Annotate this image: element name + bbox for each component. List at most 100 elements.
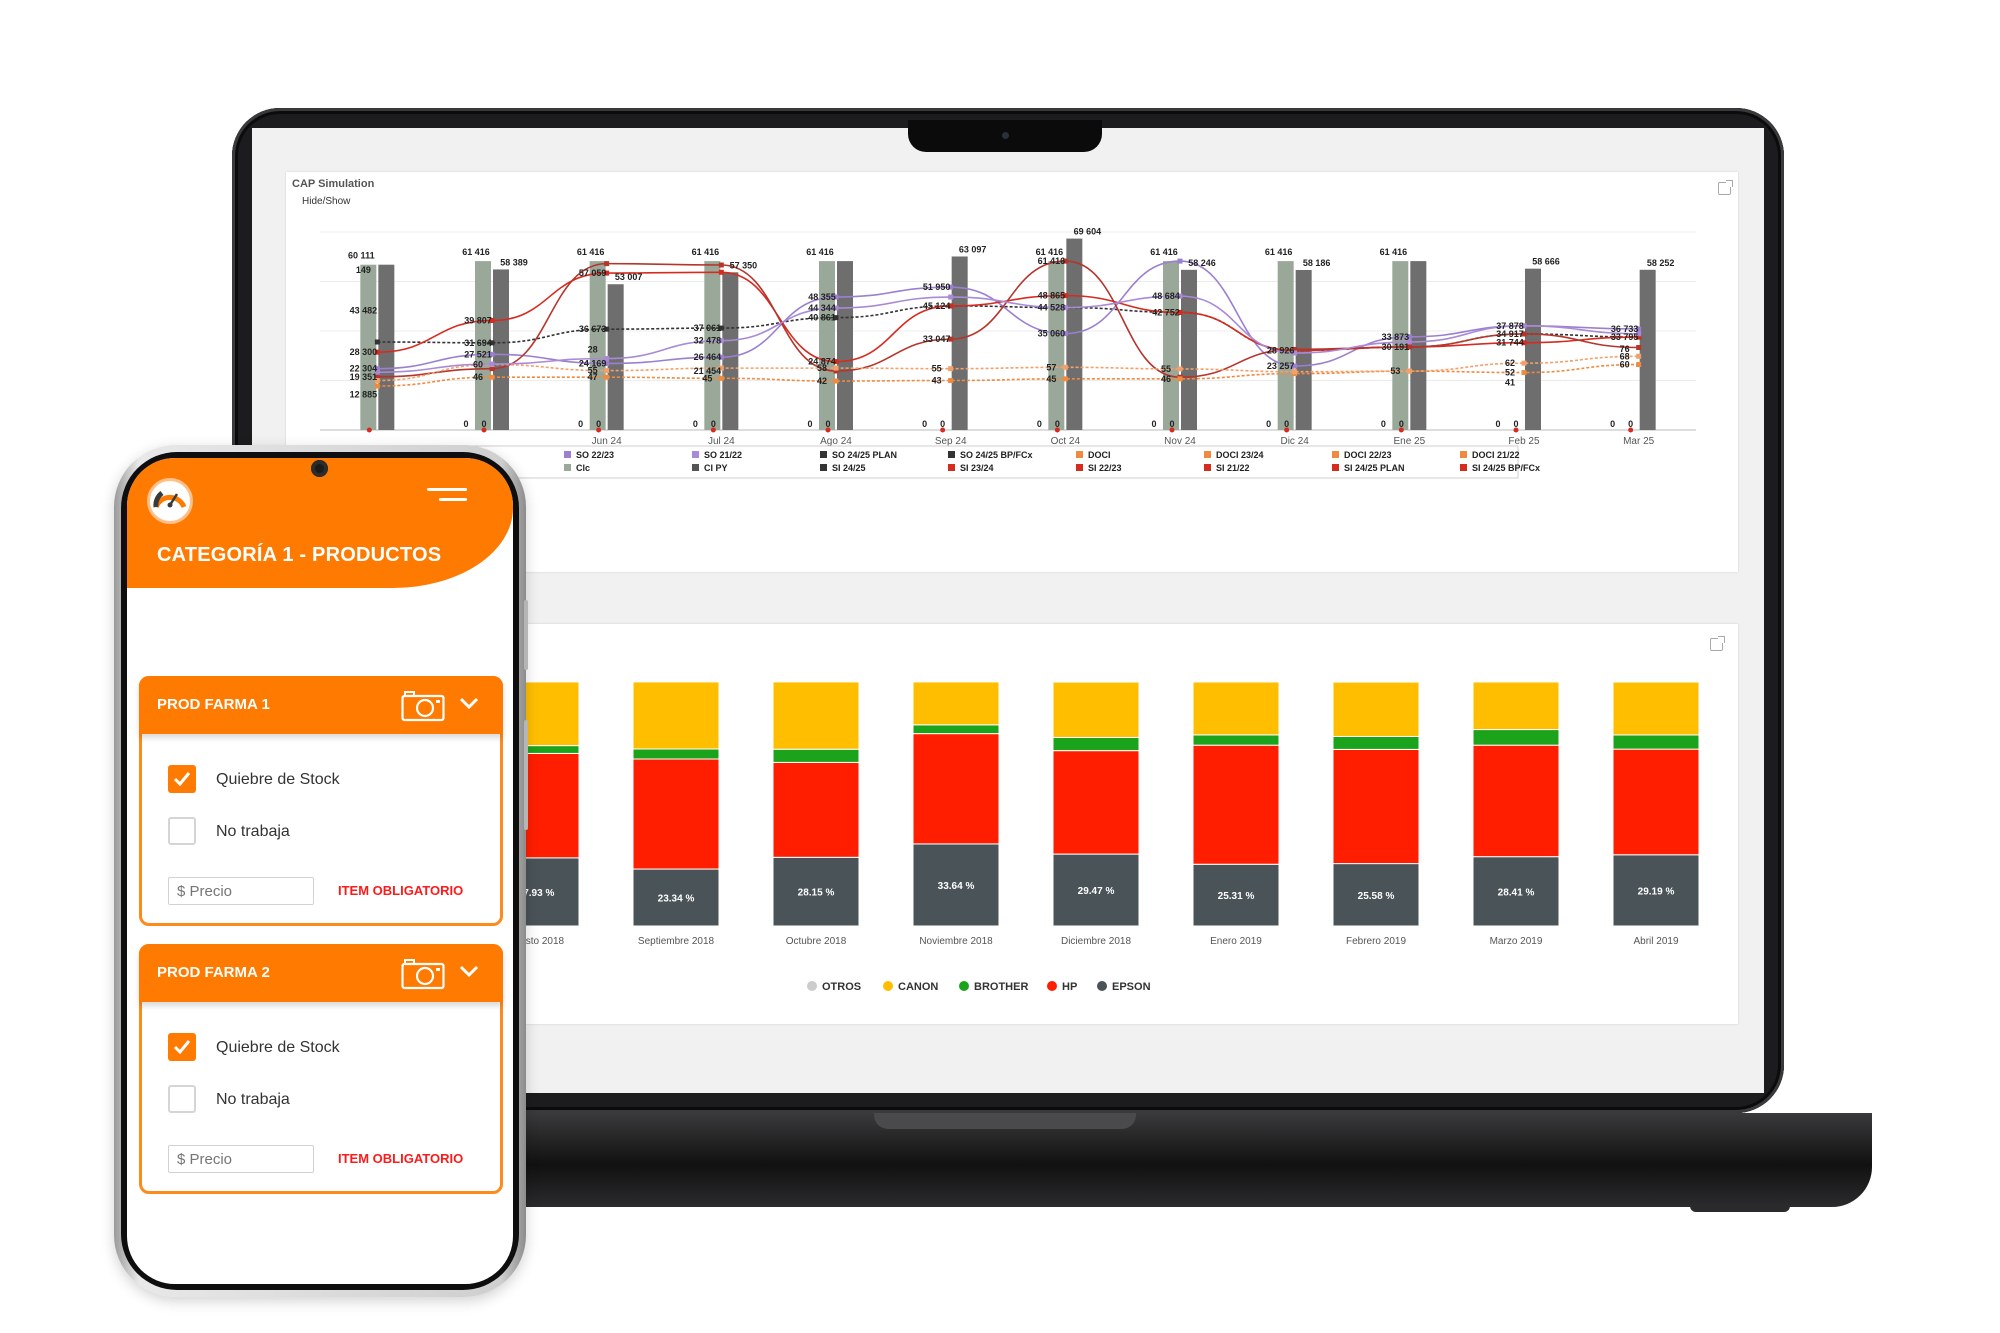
data-label: 43 482 [350, 305, 378, 315]
data-label: 21 454 [694, 366, 722, 376]
checkbox-unchecked[interactable] [168, 1085, 196, 1113]
camera-icon [1002, 132, 1009, 139]
x-tick-label: Dic 24 [1280, 436, 1309, 447]
bar-clc [819, 261, 835, 430]
series-point [833, 359, 839, 365]
external-link-icon[interactable] [1718, 180, 1733, 195]
product-card: PROD FARMA 2 Quiebre de Stock No trabaja… [139, 944, 503, 1194]
product-card-header[interactable]: PROD FARMA 2 [139, 944, 503, 1002]
bar-clc [1163, 261, 1179, 430]
legend-marker [692, 464, 699, 471]
series-point [1636, 331, 1642, 337]
stacked-bar-segment [632, 758, 720, 870]
legend-label: SI 24/25 PLAN [1344, 463, 1405, 473]
price-input[interactable] [168, 877, 314, 905]
series-point [833, 315, 839, 321]
stacked-bar-segment [912, 681, 1000, 726]
legend-label: SO 24/25 BP/FCx [960, 450, 1033, 460]
legend-marker [1076, 451, 1083, 458]
checkbox-checked[interactable] [168, 1033, 196, 1061]
bar-ci-py [837, 261, 853, 430]
bar-ci-py [1525, 268, 1541, 430]
data-label: 45 [702, 373, 712, 383]
legend-label: SI 23/24 [960, 463, 994, 473]
checkbox-checked[interactable] [168, 765, 196, 793]
data-label: 40 861 [808, 313, 836, 323]
x-tick-label: Febrero 2019 [1346, 936, 1406, 947]
checkbox-unchecked[interactable] [168, 817, 196, 845]
data-label: 28 [588, 345, 598, 355]
x-tick-label: Jun 24 [592, 436, 622, 447]
legend-label: EPSON [1112, 981, 1151, 993]
panel-title: CAP Simulation [292, 178, 375, 190]
series-point [948, 366, 954, 372]
hamburger-menu-icon[interactable] [427, 488, 467, 510]
zero-label: 0 [1381, 419, 1386, 429]
data-label: 37 061 [694, 323, 722, 333]
hide-show-toggle[interactable]: Hide/Show [302, 196, 351, 207]
legend-label: SI 22/23 [1088, 463, 1122, 473]
data-label: 33.64 % [938, 881, 975, 892]
bar-clc [704, 261, 721, 430]
bar-label: 57 350 [730, 260, 758, 270]
zero-label: 0 [1284, 419, 1289, 429]
camera-icon[interactable] [401, 958, 445, 990]
chevron-down-icon[interactable] [459, 696, 479, 710]
zero-label: 0 [940, 419, 945, 429]
series-point [1177, 258, 1183, 264]
legend-marker [1332, 451, 1339, 458]
stacked-bar-segment [1332, 735, 1420, 750]
x-tick-label: Diciembre 2018 [1061, 936, 1131, 947]
gauge-logo-icon [147, 478, 193, 524]
data-label: 23 257 [1267, 361, 1295, 371]
bar-label: 61 416 [1380, 247, 1408, 257]
series-line [377, 260, 1639, 370]
legend-label: DOCI 23/24 [1216, 450, 1264, 460]
data-label: 29.47 % [1078, 886, 1115, 897]
zero-label: 0 [596, 419, 601, 429]
stacked-bar-segment [912, 733, 1000, 845]
series-point [1521, 360, 1527, 366]
x-tick-label: Oct 24 [1051, 436, 1081, 447]
legend-label: DOCI 22/23 [1344, 450, 1392, 460]
data-label: 60 [1620, 360, 1630, 370]
legend-marker [564, 464, 571, 471]
stacked-bar-segment [632, 748, 720, 760]
chevron-down-icon[interactable] [459, 964, 479, 978]
zero-label: 0 [1037, 419, 1042, 429]
data-label: 25.58 % [1358, 891, 1395, 902]
data-label: 42 752 [1152, 307, 1180, 317]
option-label: Quiebre de Stock [216, 771, 340, 788]
series-point [489, 340, 495, 346]
series-point [1062, 258, 1068, 264]
series-point [1636, 345, 1642, 350]
legend-marker [1097, 981, 1107, 991]
price-input[interactable] [168, 1145, 314, 1173]
legend-label: SO 21/22 [704, 450, 742, 460]
series-point [1636, 353, 1642, 359]
stacked-bar-segment [772, 856, 860, 927]
legend-marker [820, 451, 827, 458]
data-label: 55 [932, 364, 942, 374]
data-label: 33 047 [923, 334, 951, 344]
series-point [948, 303, 954, 309]
bar-label: 58 666 [1532, 257, 1560, 267]
camera-icon[interactable] [401, 690, 445, 722]
data-label: 28.15 % [798, 888, 835, 899]
legend-label: BROTHER [974, 981, 1028, 993]
zero-label: 0 [825, 419, 830, 429]
x-tick-label: Nov 24 [1164, 436, 1196, 447]
legend-marker [820, 464, 827, 471]
data-label: 55 [1161, 364, 1171, 374]
data-label: 55 [588, 366, 598, 376]
stacked-bar-segment [1332, 681, 1420, 737]
app-header: CATEGORÍA 1 - PRODUCTOS [127, 458, 513, 588]
zero-label: 0 [1495, 419, 1500, 429]
data-label: 19 351 [350, 372, 378, 382]
series-point [1177, 376, 1183, 382]
series-point [1636, 326, 1642, 332]
product-card-header[interactable]: PROD FARMA 1 [139, 676, 503, 734]
data-label: 48 684 [1152, 291, 1180, 301]
series-point [604, 361, 610, 367]
external-link-icon[interactable] [1710, 636, 1725, 651]
